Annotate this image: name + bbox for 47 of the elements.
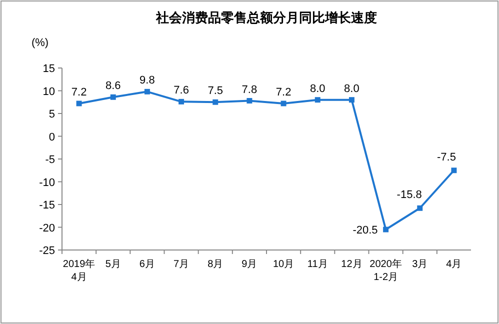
x-tick-label: 6月 bbox=[139, 259, 155, 270]
text: 8.0 bbox=[310, 82, 326, 95]
y-tick-label: -25 bbox=[39, 245, 55, 257]
y-tick-label: -5 bbox=[45, 154, 55, 166]
y-tick-label: 10 bbox=[42, 86, 55, 98]
point bbox=[451, 168, 457, 174]
x-tick-label: 12月 bbox=[341, 259, 362, 270]
x-tick-label: 4月 bbox=[446, 259, 462, 270]
y-tick-label: -15 bbox=[39, 200, 55, 212]
x-tick-label: 3月 bbox=[412, 259, 428, 270]
point bbox=[212, 99, 218, 105]
point bbox=[314, 97, 320, 103]
point bbox=[178, 98, 184, 104]
text: 8.6 bbox=[105, 80, 121, 92]
point bbox=[246, 98, 252, 104]
text: 7.6 bbox=[174, 84, 189, 97]
y-axis-title: (%) bbox=[31, 37, 49, 49]
point bbox=[383, 226, 389, 232]
x-tick-label: 5月 bbox=[105, 259, 121, 270]
point bbox=[348, 97, 354, 103]
text: 7.8 bbox=[242, 84, 258, 96]
x-tick-label: 2019年 4月 bbox=[62, 258, 96, 283]
point bbox=[280, 100, 286, 106]
text: 9.8 bbox=[140, 74, 155, 87]
text: -15.8 bbox=[396, 189, 422, 202]
text: 7.5 bbox=[208, 85, 224, 98]
y-tick-label: 15 bbox=[42, 63, 55, 75]
y-tick-label: 0 bbox=[48, 131, 55, 144]
point bbox=[76, 100, 82, 106]
y-tick-label: -20 bbox=[39, 222, 55, 234]
chart-title: 社会消费品零售总额分月同比增长速度 bbox=[155, 10, 377, 25]
x-tick-label: 10月 bbox=[272, 259, 294, 270]
x-tick-label: 8月 bbox=[208, 259, 224, 270]
point bbox=[110, 94, 116, 100]
x-tick-label: 11月 bbox=[307, 259, 328, 270]
text: 7.2 bbox=[71, 86, 87, 98]
x-tick-label: 7月 bbox=[174, 259, 190, 270]
x-tick-label: 2020年 1-2月 bbox=[370, 258, 402, 283]
text: 8.0 bbox=[344, 82, 360, 95]
text: 7.2 bbox=[276, 86, 292, 98]
y-tick-label: 5 bbox=[48, 108, 55, 120]
point bbox=[417, 205, 423, 211]
text: -7.5 bbox=[436, 151, 456, 164]
point bbox=[144, 88, 150, 94]
x-tick-label: 9月 bbox=[242, 259, 258, 270]
text: -20.5 bbox=[352, 224, 378, 237]
y-tick-label: -10 bbox=[39, 176, 55, 189]
